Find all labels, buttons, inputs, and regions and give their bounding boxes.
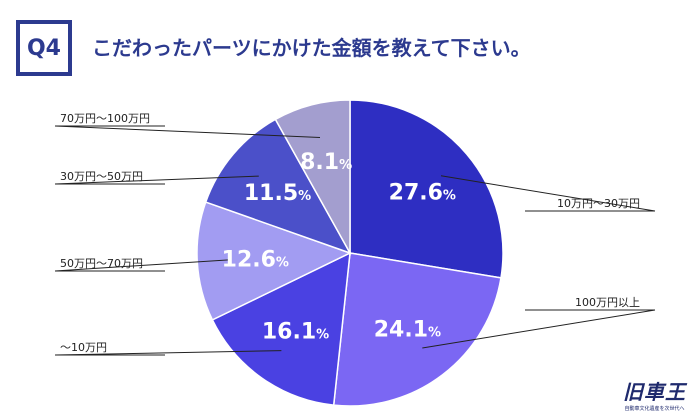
slice-value-unit: % xyxy=(316,328,329,343)
leader-line xyxy=(440,175,656,212)
brand-tagline: 自動車文化遺産を次世代へ xyxy=(624,406,685,412)
leader-line xyxy=(54,350,282,356)
pie-slice xyxy=(211,251,351,406)
slice-value-unit: % xyxy=(276,255,289,270)
pie-slice xyxy=(349,99,504,279)
slice-category-label: ～10万円 xyxy=(60,341,107,354)
question-title: こだわったパーツにかけた金額を教えて下さい。 xyxy=(92,36,531,60)
slice-value-unit: % xyxy=(428,326,441,341)
leader-line xyxy=(422,309,656,349)
slice-category-label: 50万円～70万円 xyxy=(60,257,143,270)
leader-line xyxy=(54,175,259,185)
leader-line xyxy=(54,259,231,272)
slice-category-label: 10万円～30万円 xyxy=(557,197,640,210)
slice-value-unit: % xyxy=(443,189,456,204)
slice-category-label: 30万円～50万円 xyxy=(60,170,143,183)
slice-category-label: 100万円以上 xyxy=(575,296,640,309)
pie-slice xyxy=(204,118,352,255)
question-number-badge: Q4 xyxy=(16,20,72,76)
slice-value-unit: % xyxy=(298,189,311,204)
slice-value-unit: % xyxy=(339,158,352,173)
brand-name: 旧車王 xyxy=(623,380,686,404)
slice-category-label: 70万円～100万円 xyxy=(60,112,150,125)
leader-line xyxy=(54,125,321,138)
brand-logo: 旧車王 自動車文化遺産を次世代へ xyxy=(623,376,686,412)
pie-slice xyxy=(332,252,502,407)
pie-slice xyxy=(274,99,351,256)
